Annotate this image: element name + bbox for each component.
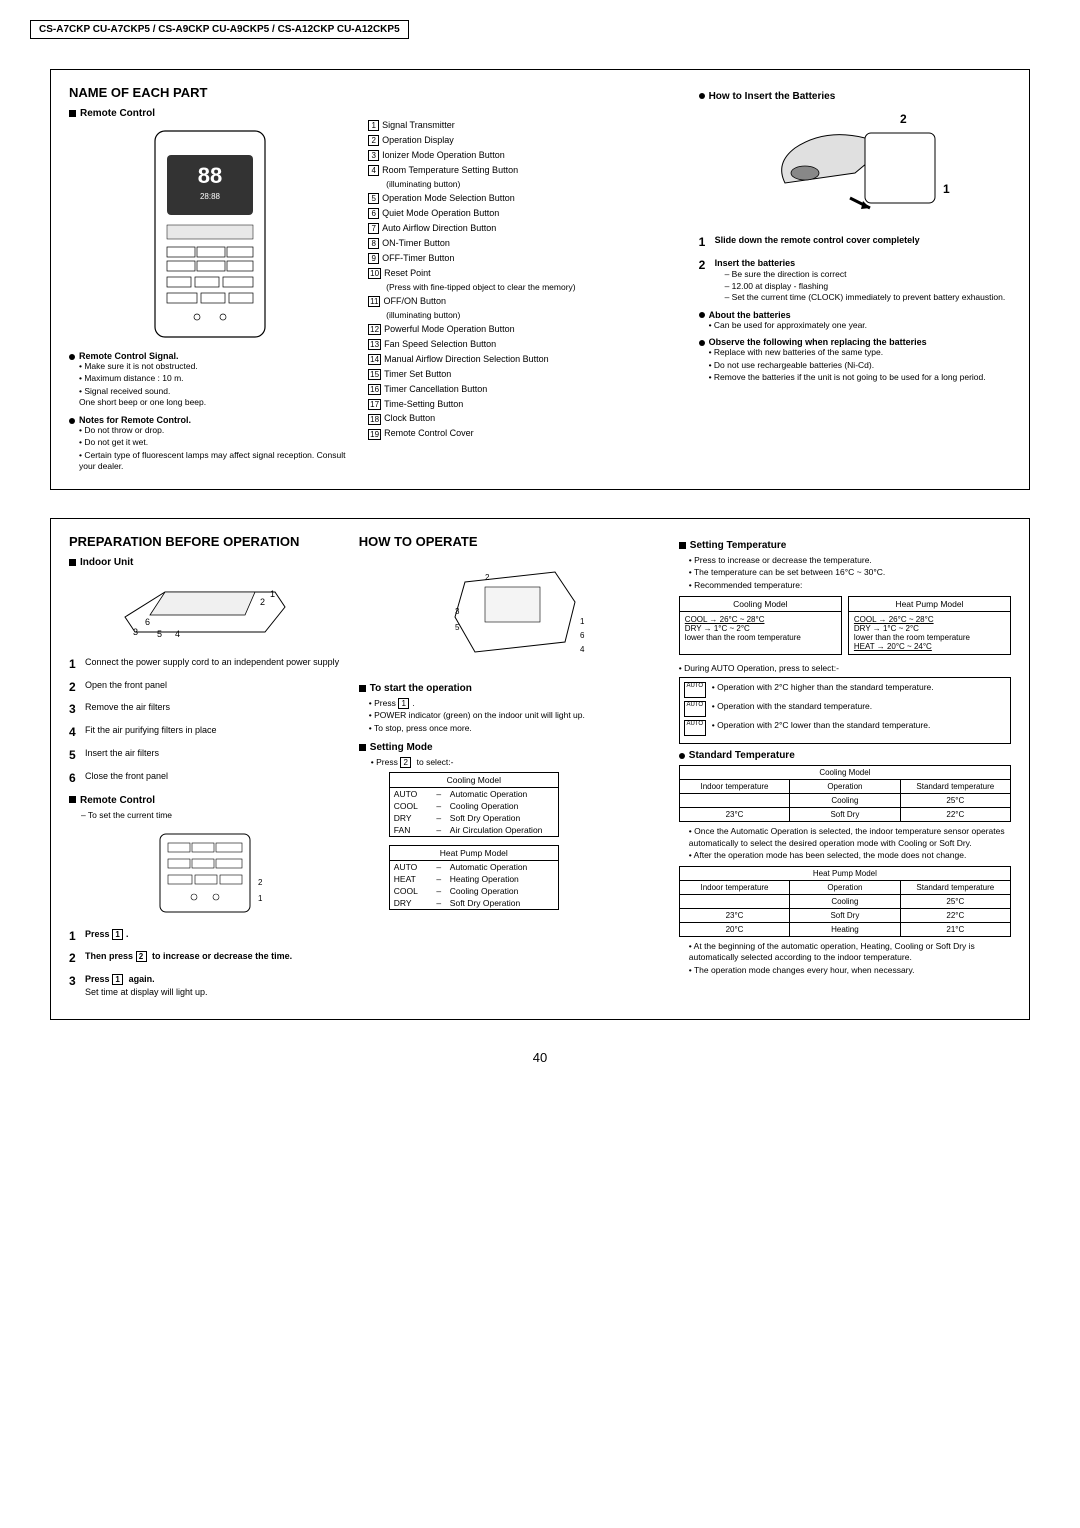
svg-text:4: 4 (580, 645, 585, 654)
auto-ops-box: AUTO• Operation with 2°C higher than the… (679, 677, 1011, 744)
svg-text:2: 2 (260, 597, 265, 607)
remote-mini-diagram: 2 1 (69, 824, 341, 924)
panel-name-of-each-part: NAME OF EACH PART Remote Control 88 28:8… (50, 69, 1030, 490)
cooling-model-table: Cooling Model AUTO–Automatic OperationCO… (389, 772, 559, 837)
std-cooling-table: Cooling Model Indoor temperature Operati… (679, 765, 1011, 822)
temp-items: Press to increase or decrease the temper… (689, 555, 1011, 591)
remote-notes: Notes for Remote Control. Do not throw o… (69, 415, 350, 473)
remote-control-diagram: 88 28:88 (69, 125, 350, 345)
svg-text:5: 5 (455, 623, 460, 632)
panel-preparation-operate: PREPARATION BEFORE OPERATION Indoor Unit… (50, 518, 1030, 1021)
std-note1: Once the Automatic Operation is selected… (689, 826, 1011, 861)
svg-text:6: 6 (145, 617, 150, 627)
setting-temp-title: Setting Temperature (690, 540, 787, 551)
parts-list: 1Signal Transmitter2Operation Display3Io… (368, 119, 680, 441)
battery-diagram: 2 1 (699, 108, 1011, 228)
svg-text:3: 3 (133, 627, 138, 637)
svg-text:1: 1 (270, 589, 275, 599)
operate-diagram: 2 3 5 1 6 4 (359, 557, 661, 677)
standard-temp-title: Standard Temperature (689, 750, 795, 761)
heat-pump-model-box: Heat Pump Model COOL → 26°C ~ 28°C DRY →… (848, 596, 1011, 655)
indoor-unit-label: Indoor Unit (80, 557, 133, 568)
heat-pump-table: Heat Pump Model AUTO–Automatic Operation… (389, 845, 559, 910)
cooling-model-box: Cooling Model COOL → 26°C ~ 28°C DRY → 1… (679, 596, 842, 655)
how-to-operate-title: HOW TO OPERATE (359, 534, 661, 549)
start-op-title: To start the operation (370, 683, 472, 694)
model-header: CS-A7CKP CU-A7CKP5 / CS-A9CKP CU-A9CKP5 … (30, 20, 409, 39)
indoor-unit-diagram: 1 2 6 3 5 4 (69, 572, 341, 652)
section-title: NAME OF EACH PART (69, 85, 350, 100)
remote-control-label: Remote Control (69, 108, 350, 119)
svg-text:6: 6 (580, 631, 585, 640)
remote-signal-notes: Remote Control Signal. Make sure it is n… (69, 351, 350, 409)
about-batteries-title: About the batteries (709, 310, 791, 320)
svg-text:2: 2 (258, 878, 263, 887)
svg-text:88: 88 (197, 163, 221, 188)
set-current-time: – To set the current time (81, 810, 341, 820)
how-insert-batteries: How to Insert the Batteries (699, 91, 1011, 102)
remote-ctrl-label2: Remote Control (80, 795, 155, 806)
prep-title: PREPARATION BEFORE OPERATION (69, 534, 341, 549)
observe-title: Observe the following when replacing the… (709, 337, 927, 347)
during-auto: During AUTO Operation, press to select:- (684, 663, 839, 673)
preparation-steps: 1Connect the power supply cord to an ind… (69, 656, 341, 787)
start-op-list: Press 1. POWER indicator (green) on the … (369, 698, 661, 734)
svg-text:28:88: 28:88 (200, 192, 221, 201)
setting-mode-title: Setting Mode (370, 742, 433, 753)
svg-text:4: 4 (175, 629, 180, 639)
svg-text:3: 3 (455, 607, 460, 616)
svg-text:2: 2 (485, 573, 490, 582)
std-heat-table: Heat Pump Model Indoor temperature Opera… (679, 866, 1011, 937)
battery-steps: 1Slide down the remote control cover com… (699, 234, 1011, 304)
svg-text:2: 2 (900, 113, 907, 126)
page-number: 40 (50, 1050, 1030, 1065)
svg-text:1: 1 (580, 617, 585, 626)
std-note2: At the beginning of the automatic operat… (689, 941, 1011, 976)
svg-text:5: 5 (157, 629, 162, 639)
svg-text:1: 1 (258, 894, 263, 903)
svg-text:1: 1 (943, 182, 950, 196)
set-time-steps: 1Press 1. 2Then press 2 to increase or d… (69, 928, 341, 999)
